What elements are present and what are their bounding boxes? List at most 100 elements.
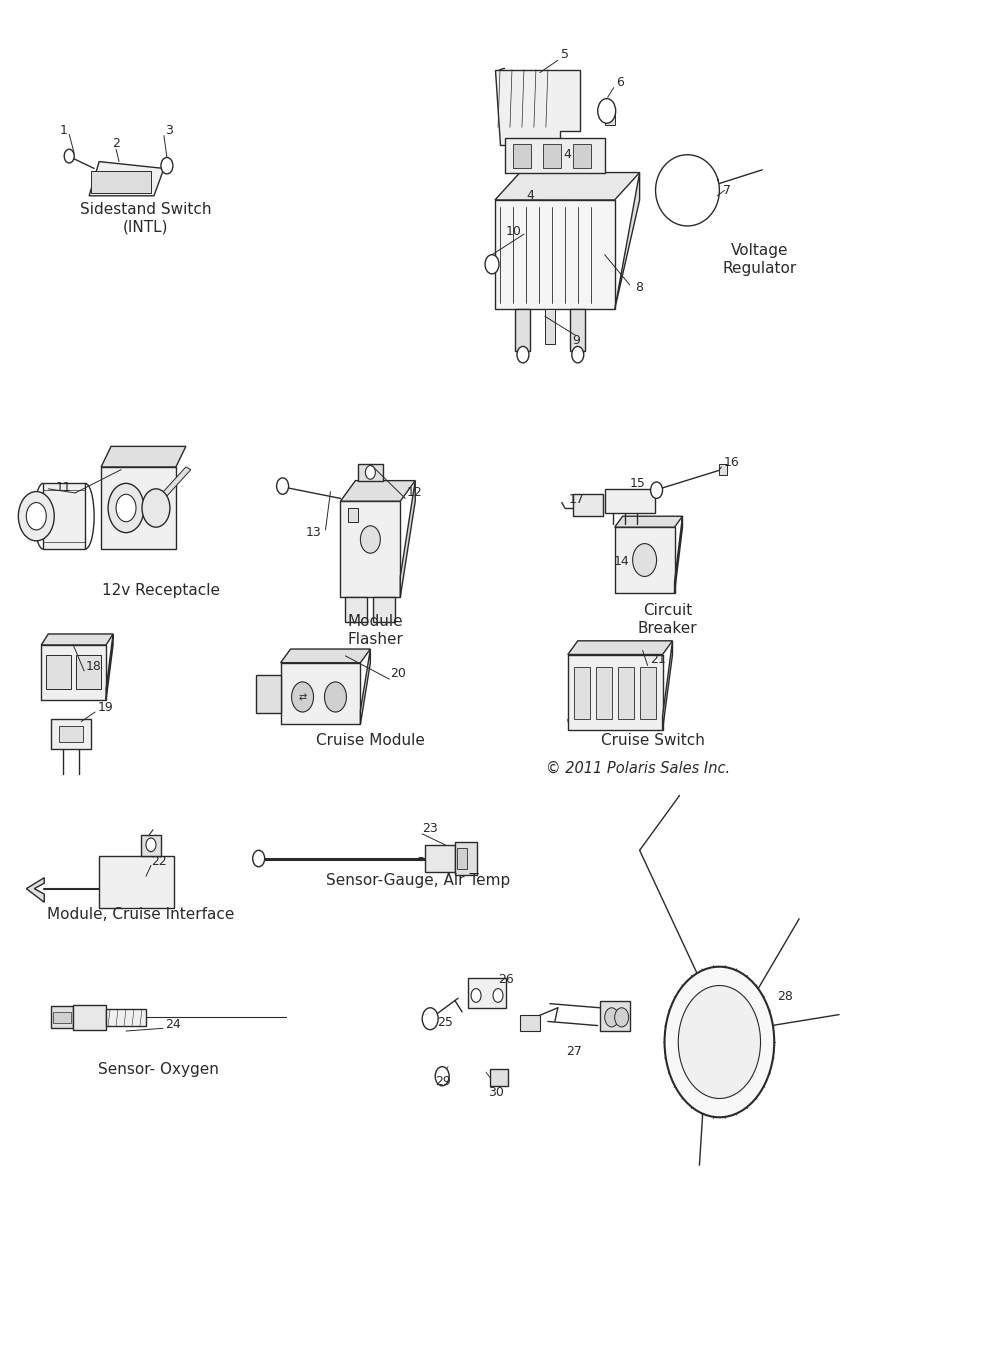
Polygon shape bbox=[73, 1006, 106, 1029]
Text: 27: 27 bbox=[566, 1045, 582, 1058]
Polygon shape bbox=[101, 446, 186, 466]
Text: 24: 24 bbox=[165, 1018, 181, 1030]
Text: Sidestand Switch: Sidestand Switch bbox=[80, 202, 212, 217]
Polygon shape bbox=[340, 480, 415, 501]
Bar bbox=[99, 856, 174, 908]
Bar bbox=[468, 978, 506, 1008]
Bar bbox=[348, 508, 358, 521]
Circle shape bbox=[485, 255, 499, 274]
Circle shape bbox=[678, 985, 761, 1099]
Text: (INTL): (INTL) bbox=[123, 220, 169, 235]
Text: Module, Cruise Interface: Module, Cruise Interface bbox=[47, 907, 235, 922]
Text: 29: 29 bbox=[435, 1076, 451, 1088]
Bar bbox=[256, 675, 281, 713]
Circle shape bbox=[116, 494, 136, 521]
Circle shape bbox=[142, 488, 170, 527]
Circle shape bbox=[615, 1008, 629, 1026]
Polygon shape bbox=[161, 466, 191, 497]
Polygon shape bbox=[675, 516, 682, 593]
Bar bbox=[59, 726, 83, 742]
Text: 14: 14 bbox=[614, 554, 630, 568]
Text: 15: 15 bbox=[630, 477, 646, 490]
Polygon shape bbox=[568, 654, 663, 730]
Circle shape bbox=[18, 491, 54, 541]
Polygon shape bbox=[281, 649, 370, 663]
Circle shape bbox=[651, 482, 663, 498]
Polygon shape bbox=[495, 173, 640, 200]
Bar bbox=[600, 1002, 630, 1030]
Bar bbox=[618, 667, 634, 719]
Polygon shape bbox=[89, 162, 164, 196]
Polygon shape bbox=[495, 70, 580, 145]
Bar bbox=[513, 144, 531, 169]
Text: 23: 23 bbox=[422, 822, 438, 836]
Text: 12: 12 bbox=[406, 487, 422, 499]
Text: 26: 26 bbox=[498, 973, 514, 985]
Bar bbox=[545, 310, 555, 344]
Bar bbox=[358, 464, 383, 480]
Text: ⇄: ⇄ bbox=[298, 691, 307, 702]
Bar bbox=[573, 494, 603, 516]
Bar bbox=[515, 310, 530, 350]
Text: Cruise Module: Cruise Module bbox=[316, 733, 425, 748]
Polygon shape bbox=[26, 878, 44, 903]
Polygon shape bbox=[43, 483, 85, 549]
Text: 20: 20 bbox=[390, 667, 406, 681]
Bar bbox=[373, 597, 395, 622]
Text: 17: 17 bbox=[569, 494, 585, 506]
Circle shape bbox=[435, 1066, 449, 1085]
Text: 9: 9 bbox=[572, 335, 580, 347]
Polygon shape bbox=[615, 173, 640, 310]
Circle shape bbox=[277, 477, 289, 494]
Bar bbox=[520, 1015, 540, 1030]
Circle shape bbox=[605, 1008, 619, 1026]
Bar bbox=[53, 1013, 71, 1024]
Text: 4: 4 bbox=[526, 189, 534, 202]
Circle shape bbox=[572, 347, 584, 362]
Polygon shape bbox=[340, 501, 400, 597]
Text: 18: 18 bbox=[85, 660, 101, 674]
Text: © 2011 Polaris Sales Inc.: © 2011 Polaris Sales Inc. bbox=[546, 760, 730, 775]
Polygon shape bbox=[546, 159, 560, 173]
Bar bbox=[455, 842, 477, 875]
Text: 13: 13 bbox=[306, 525, 321, 539]
Bar bbox=[490, 1069, 508, 1085]
Circle shape bbox=[365, 465, 375, 479]
Circle shape bbox=[633, 543, 657, 576]
Bar bbox=[51, 1007, 73, 1028]
Polygon shape bbox=[101, 466, 176, 549]
Text: 11: 11 bbox=[55, 482, 71, 494]
Circle shape bbox=[161, 158, 173, 174]
Polygon shape bbox=[106, 634, 113, 700]
Bar bbox=[76, 654, 101, 689]
Polygon shape bbox=[568, 641, 673, 654]
Bar bbox=[141, 836, 161, 856]
Bar bbox=[457, 848, 467, 870]
Polygon shape bbox=[615, 516, 682, 527]
Circle shape bbox=[517, 347, 529, 362]
Text: 16: 16 bbox=[723, 457, 739, 469]
Bar bbox=[505, 139, 605, 173]
Polygon shape bbox=[528, 200, 542, 214]
Text: Module: Module bbox=[348, 615, 403, 630]
Bar bbox=[596, 667, 612, 719]
Bar bbox=[46, 654, 71, 689]
Text: 22: 22 bbox=[151, 855, 167, 867]
Bar bbox=[640, 667, 656, 719]
Polygon shape bbox=[508, 200, 522, 214]
Polygon shape bbox=[41, 645, 106, 700]
Text: Regulator: Regulator bbox=[722, 261, 796, 276]
Circle shape bbox=[324, 682, 346, 712]
Text: 12v Receptacle: 12v Receptacle bbox=[102, 583, 220, 598]
Text: 5: 5 bbox=[561, 48, 569, 62]
Text: 1: 1 bbox=[59, 123, 67, 137]
Bar bbox=[345, 597, 367, 622]
Bar bbox=[570, 310, 585, 350]
Text: 7: 7 bbox=[723, 184, 731, 196]
Text: 25: 25 bbox=[437, 1017, 453, 1029]
Text: Breaker: Breaker bbox=[638, 622, 697, 637]
Polygon shape bbox=[51, 719, 91, 749]
Circle shape bbox=[360, 525, 380, 553]
Text: 4: 4 bbox=[564, 148, 572, 162]
Bar bbox=[91, 172, 151, 193]
